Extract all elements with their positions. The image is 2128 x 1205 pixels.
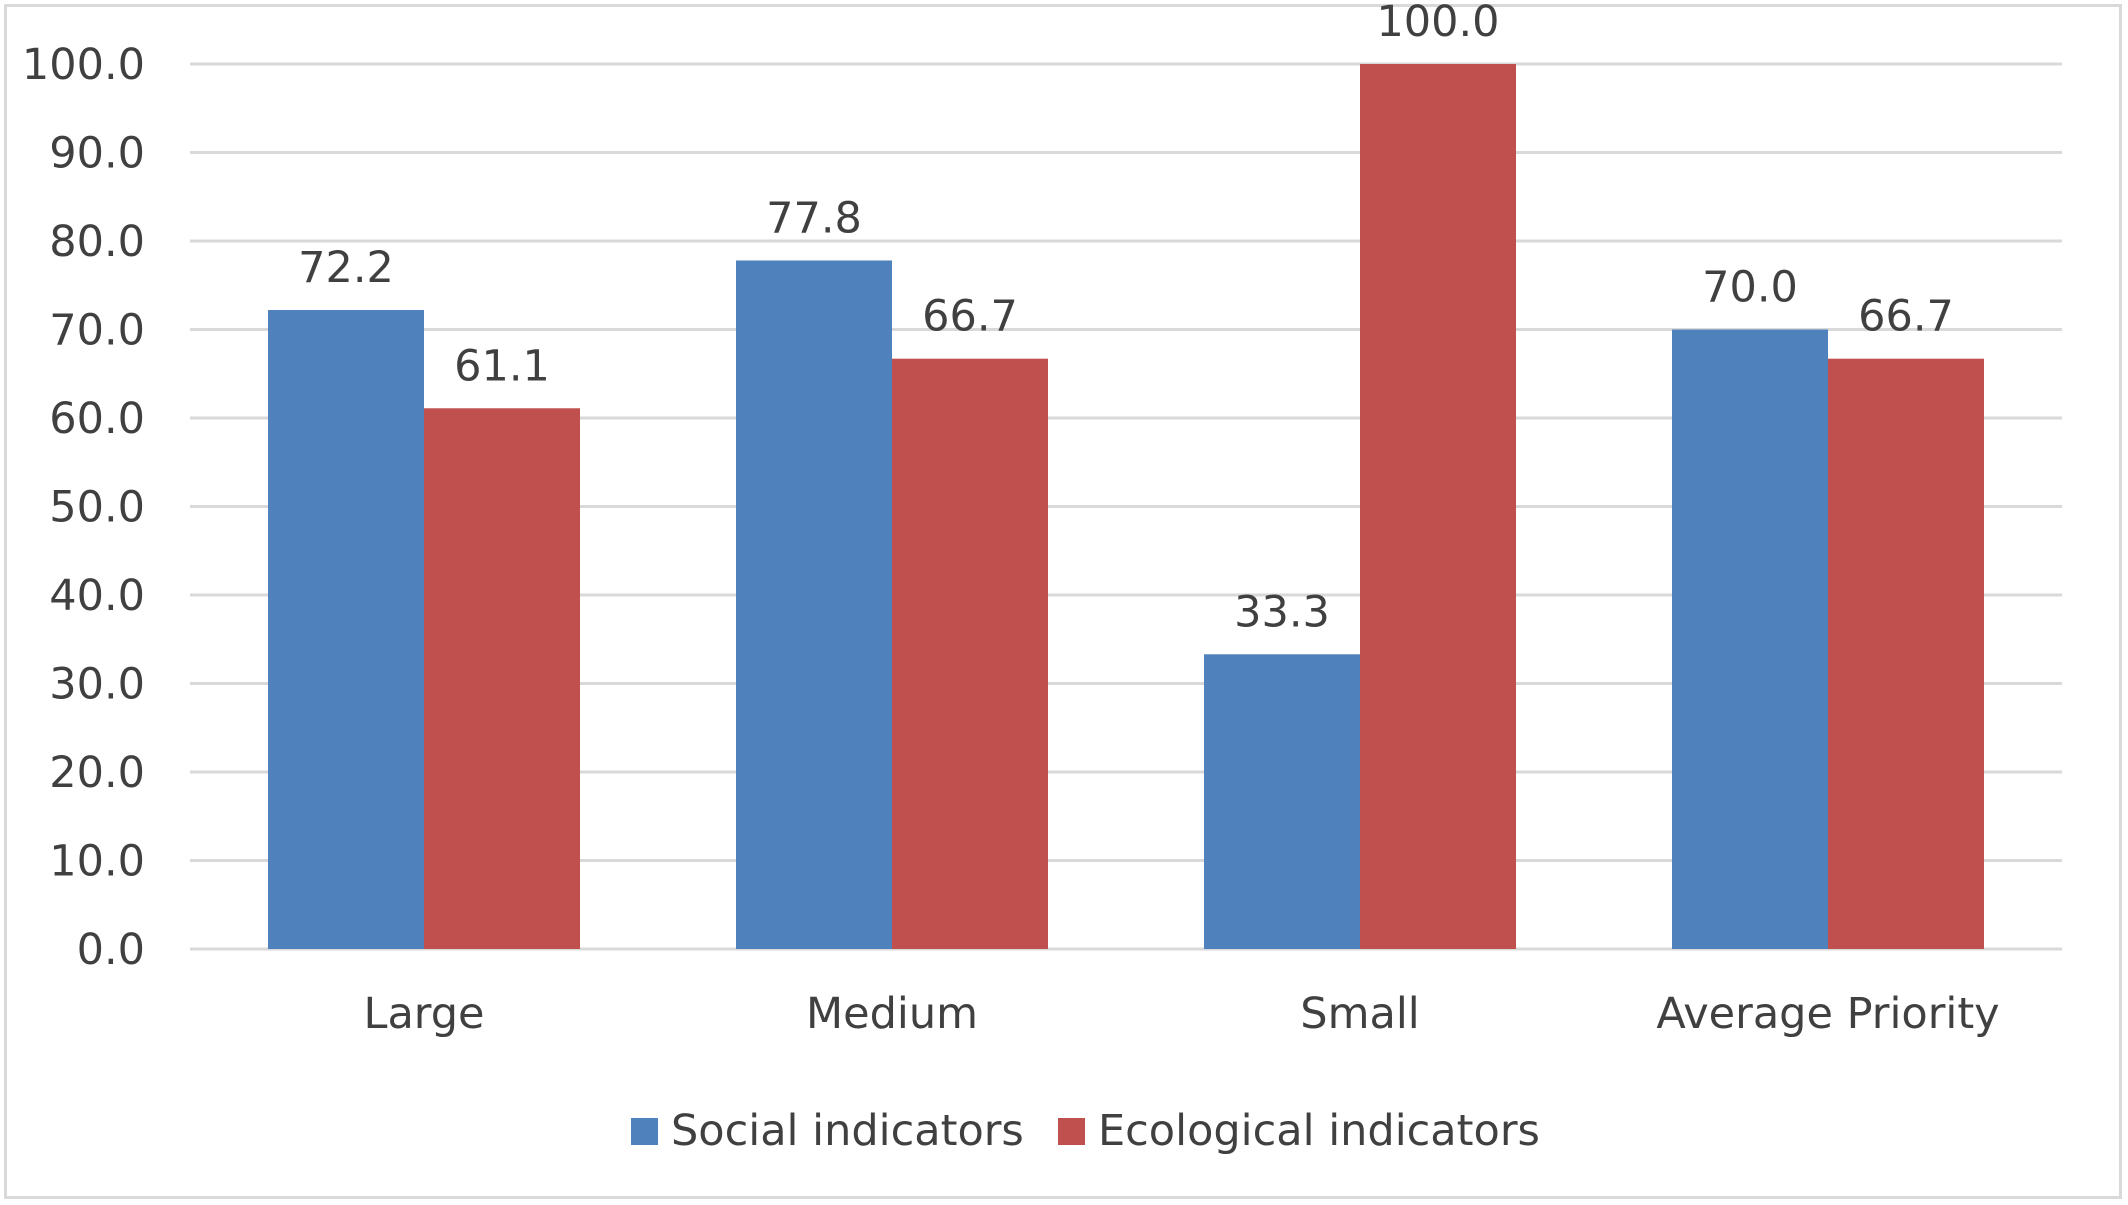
bar: [892, 358, 1048, 950]
legend-swatch: [631, 1118, 658, 1145]
legend: Social indicators Ecological indicators: [631, 1106, 1540, 1156]
legend-label: Social indicators: [671, 1106, 1024, 1156]
data-label: 33.3: [1234, 587, 1330, 637]
x-category-label: Large: [364, 989, 485, 1039]
data-label: 100.0: [1376, 0, 1499, 47]
y-tick-label: 100.0: [22, 40, 145, 90]
bars: [268, 64, 1984, 950]
y-tick-label: 0.0: [77, 925, 145, 975]
y-tick-label: 40.0: [49, 571, 145, 621]
y-tick-label: 90.0: [49, 129, 145, 179]
data-label: 66.7: [922, 292, 1018, 342]
y-axis-ticks: 0.0 10.0 20.0 30.0 40.0 50.0 60.0 70.0 80.0 90.0 1…: [22, 40, 145, 975]
data-label: 77.8: [766, 193, 862, 243]
data-label: 61.1: [454, 341, 550, 391]
x-category-label: Average Priority: [1656, 989, 1999, 1039]
legend-swatch: [1058, 1118, 1085, 1145]
y-tick-label: 70.0: [49, 306, 145, 356]
y-tick-label: 30.0: [49, 660, 145, 710]
y-tick-label: 80.0: [49, 217, 145, 267]
bar: [1672, 329, 1828, 949]
data-label: 72.2: [298, 243, 394, 293]
bar: [1360, 64, 1516, 949]
bar: [268, 310, 424, 949]
bar: [736, 260, 892, 950]
x-category-label: Small: [1300, 989, 1419, 1039]
y-tick-label: 10.0: [49, 837, 145, 887]
data-label: 66.7: [1858, 292, 1954, 342]
y-tick-label: 50.0: [49, 483, 145, 533]
x-category-label: Medium: [806, 989, 978, 1039]
y-tick-label: 60.0: [49, 394, 145, 444]
bar: [1204, 654, 1360, 949]
y-tick-label: 20.0: [49, 748, 145, 798]
bar: [424, 408, 580, 949]
bar: [1828, 358, 1984, 950]
data-label: 70.0: [1702, 263, 1798, 313]
legend-label: Ecological indicators: [1098, 1106, 1540, 1156]
x-axis-categories: Large Medium Small Average Priority: [364, 989, 2000, 1039]
value-labels: 72.2 61.1 77.8 66.7 33.3 100.0 70.0 66.7: [298, 0, 1954, 637]
